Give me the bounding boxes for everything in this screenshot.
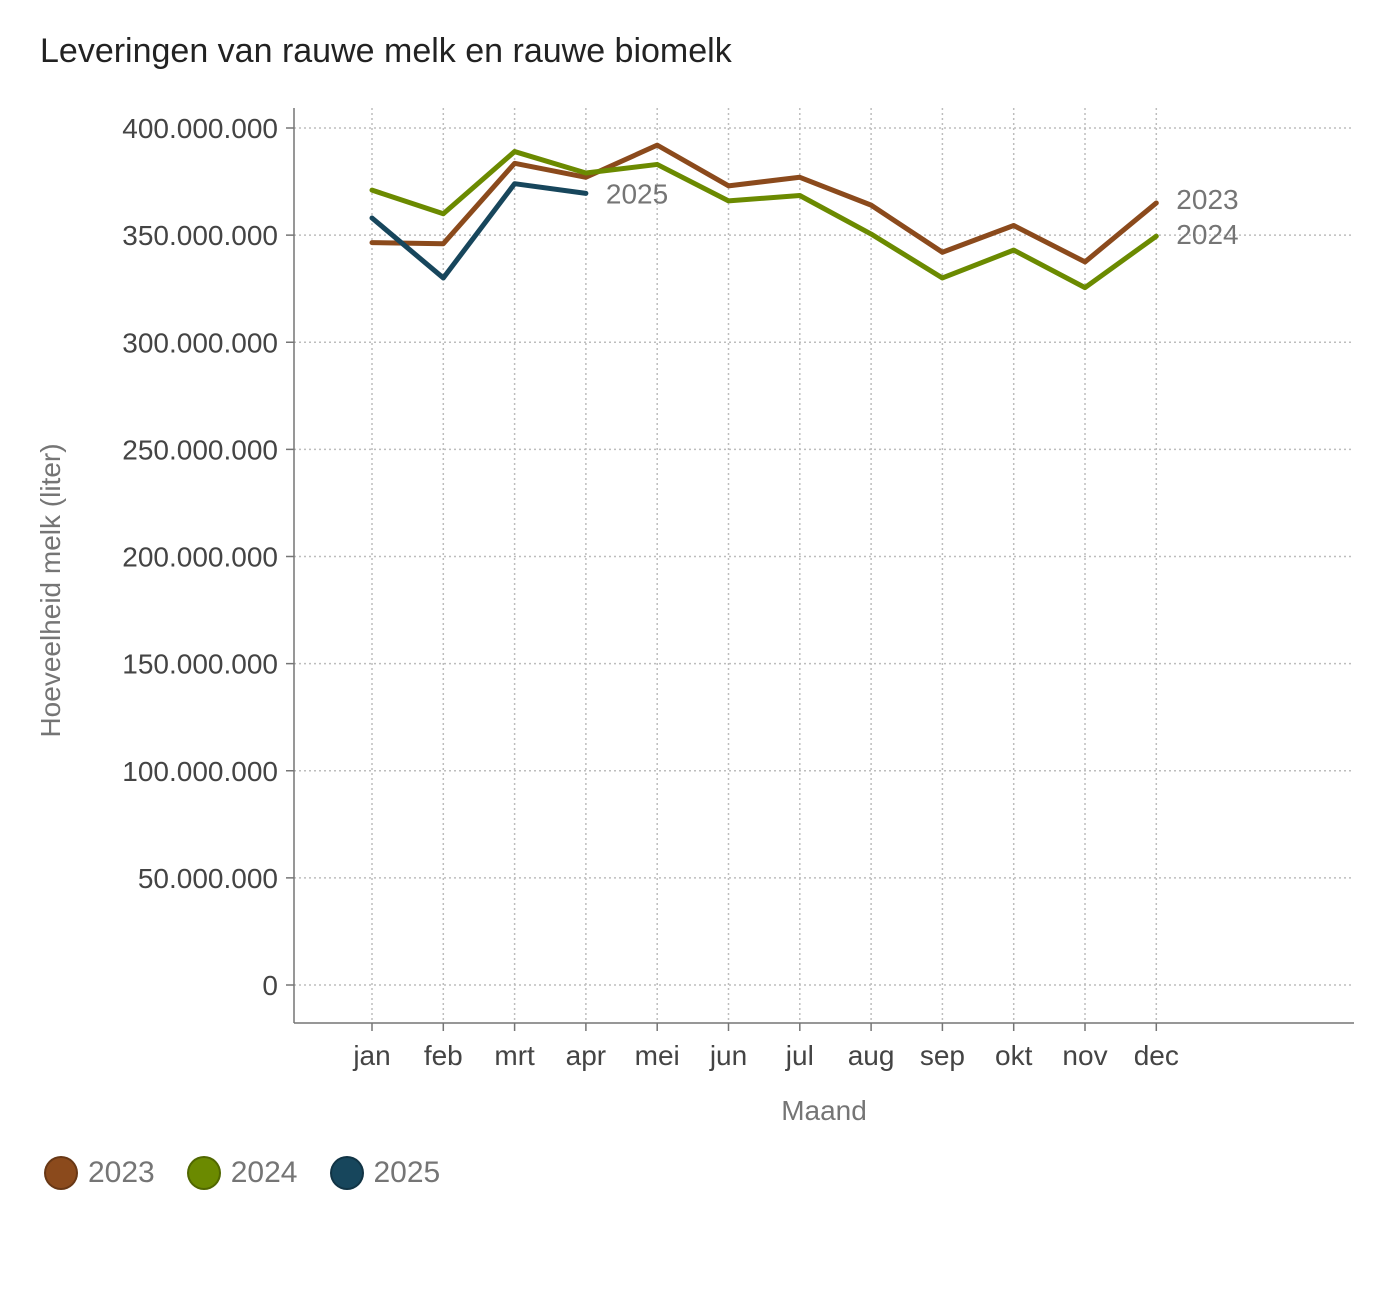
legend-item-2025[interactable]: 2025 (329, 1156, 441, 1190)
grid-lines (294, 108, 1354, 1023)
x-tick-label: dec (1134, 1040, 1179, 1071)
y-tick-label: 400.000.000 (122, 113, 278, 144)
series-line-2023 (369, 142, 1159, 265)
x-tick-label: mei (635, 1040, 680, 1071)
legend-label: 2024 (230, 1156, 298, 1189)
y-tick-label: 100.000.000 (122, 756, 278, 787)
x-tick-label: jul (785, 1040, 814, 1071)
series-end-label-2023: 2023 (1176, 184, 1238, 215)
y-tick-label: 250.000.000 (122, 434, 278, 465)
x-tick-label: sep (920, 1040, 965, 1071)
y-tick-label: 300.000.000 (122, 327, 278, 358)
legend-item-2023[interactable]: 2023 (44, 1156, 155, 1190)
x-tick-label: nov (1062, 1040, 1107, 1071)
y-tick-label: 0 (262, 970, 278, 1001)
y-tick-label: 50.000.000 (138, 863, 278, 894)
series-end-label-2025: 2025 (606, 178, 668, 209)
x-tick-label: aug (848, 1040, 895, 1071)
x-tick-label: okt (995, 1040, 1033, 1071)
y-tick-label: 200.000.000 (122, 542, 278, 573)
legend-swatch-2025 (329, 1156, 364, 1190)
y-axis-title: Hoeveelheid melk (liter) (35, 443, 66, 737)
legend-label: 2025 (373, 1156, 441, 1189)
x-tick-label: apr (566, 1040, 606, 1071)
y-axis-ticks: 0 50.000.000 100.000.000 150.000.000 200.000… (122, 113, 294, 1001)
y-tick-label: 150.000.000 (122, 649, 278, 680)
series-end-labels: 2023 2024 2025 (606, 178, 1239, 250)
legend-swatch-2024 (186, 1156, 221, 1190)
series-line-2025 (369, 181, 589, 281)
axes (293, 108, 1354, 1024)
x-tick-label: mrt (494, 1040, 535, 1071)
chart-title: Leveringen van rauwe melk en rauwe biome… (40, 32, 732, 70)
series-end-label-2024: 2024 (1176, 219, 1238, 250)
legend-item-2024[interactable]: 2024 (186, 1156, 298, 1190)
x-axis-ticks: jan feb mrt apr mei jun jul aug sep okt nov dec (352, 1023, 1179, 1071)
x-axis-title: Maand (781, 1095, 867, 1126)
legend-swatch-2023 (44, 1156, 78, 1190)
series-line-2024 (369, 149, 1159, 291)
legend-label: 2023 (88, 1156, 155, 1189)
x-tick-label: jun (709, 1040, 747, 1071)
x-tick-label: jan (352, 1040, 390, 1071)
series-lines (369, 142, 1159, 291)
legend: 2023 2024 2025 (44, 1156, 440, 1190)
y-tick-label: 350.000.000 (122, 220, 278, 251)
x-tick-label: feb (424, 1040, 463, 1071)
